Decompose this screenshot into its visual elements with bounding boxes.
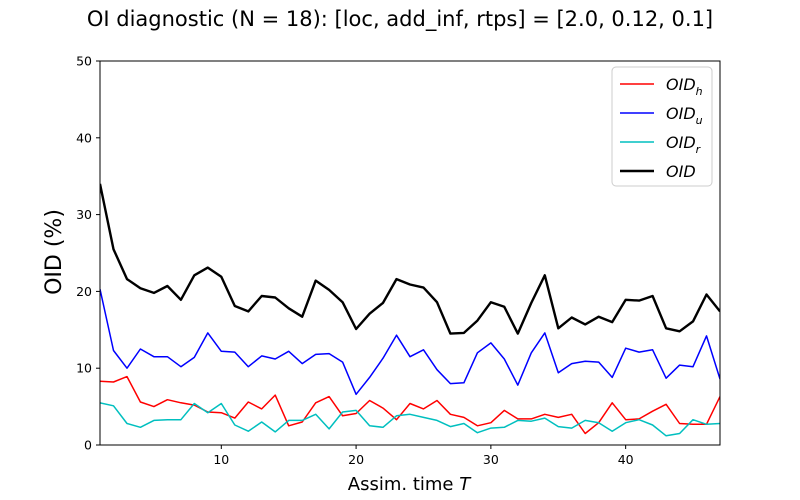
chart-title: OI diagnostic (N = 18): [loc, add_inf, r… [87, 7, 713, 32]
y-tick-label: 50 [76, 54, 92, 69]
series-line-2 [100, 402, 720, 437]
x-tick-label: 20 [348, 452, 364, 467]
legend-entry-2: OIDr [666, 133, 702, 156]
x-axis-label-main: Assim. time [348, 474, 459, 495]
legend-entry-1: OIDu [666, 104, 703, 127]
x-tick-label: 10 [213, 452, 229, 467]
y-tick-label: 20 [76, 284, 92, 299]
y-axis-label: OID (%) [42, 209, 67, 295]
legend-entry-main: OID [666, 104, 696, 123]
axes-frame [99, 60, 721, 446]
x-tick-label: 30 [483, 452, 499, 467]
legend-entry-main: OID [666, 75, 696, 94]
series-layer [100, 183, 720, 437]
x-axis-label-variable: T [459, 474, 472, 495]
legend-entry-0: OIDh [666, 75, 703, 98]
x-axis-label: Assim. time T [348, 474, 472, 495]
legend-entry-subscript: r [696, 143, 702, 156]
y-tick-label: 0 [84, 438, 92, 453]
legend-entry-subscript: u [696, 114, 703, 127]
x-axis-ticks: 10 20 30 40 [213, 445, 634, 467]
legend-entry-main: OID [666, 162, 696, 181]
y-tick-label: 40 [76, 130, 92, 145]
y-tick-label: 10 [76, 361, 92, 376]
series-line-3 [100, 183, 720, 335]
y-tick-label: 30 [76, 207, 92, 222]
legend-box [611, 66, 713, 187]
x-tick-label: 40 [618, 452, 634, 467]
legend-entry-3: OID [666, 162, 696, 181]
y-axis-ticks: 0 10 20 30 40 50 [76, 54, 100, 453]
legend-entry-main: OID [666, 133, 696, 152]
legend-entry-subscript: h [696, 85, 703, 98]
series-line-1 [100, 288, 720, 396]
